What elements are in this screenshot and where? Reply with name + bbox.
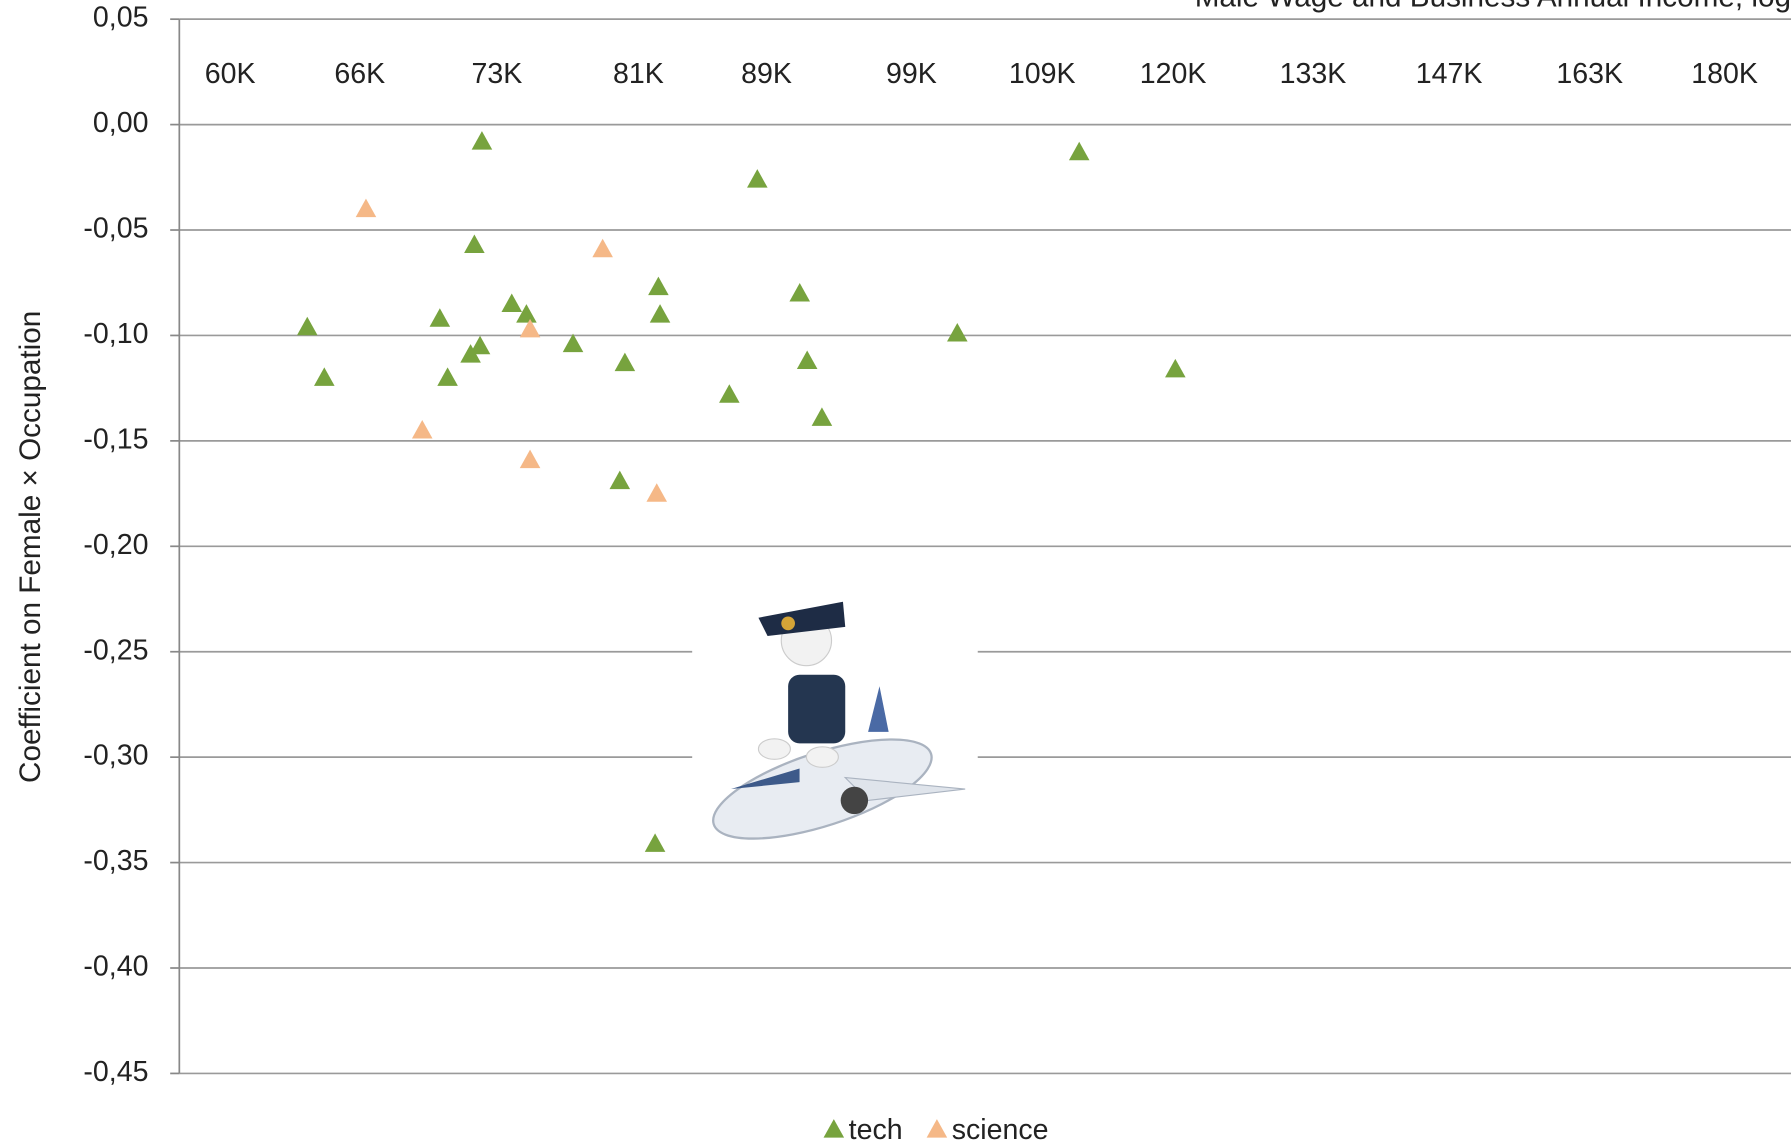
data-point — [789, 282, 811, 302]
data-point — [501, 293, 523, 313]
x-tick-label: 89K — [741, 58, 792, 90]
y-tick-label: 0,00 — [93, 107, 149, 139]
y-tick-label: -0,05 — [83, 213, 148, 245]
grid: 0,05 0,00 -0,05 -0,10 -0,15 -0,20 -0,25 -0,30 -0… — [83, 2, 1791, 1088]
data-point — [519, 318, 541, 338]
y-tick-label: -0,15 — [83, 423, 148, 455]
y-tick-label: -0,25 — [83, 634, 148, 666]
data-point — [796, 350, 818, 369]
x-tick-label: 99K — [886, 58, 937, 90]
y-tick-label: -0,10 — [83, 318, 148, 350]
data-point — [648, 276, 669, 296]
legend-label: tech — [849, 1114, 903, 1144]
data-point — [411, 420, 433, 439]
data-point — [296, 316, 318, 336]
data-point — [469, 335, 491, 355]
y-tick-label: -0,40 — [83, 951, 148, 983]
data-point — [516, 304, 537, 323]
data-point — [811, 407, 833, 426]
x-tick-label: 60K — [205, 58, 256, 90]
data-point — [562, 333, 584, 353]
x-tick-label: 120K — [1140, 58, 1207, 90]
data-point — [719, 384, 740, 403]
y-axis-title: Coefficient on Female × Occupation — [14, 311, 47, 783]
legend: tech science — [823, 1114, 1049, 1144]
data-point — [592, 238, 613, 258]
y-tick-label: 0,05 — [93, 2, 149, 34]
data-point — [1165, 358, 1186, 378]
x-tick-label: 109K — [1009, 58, 1076, 90]
data-point — [314, 367, 335, 386]
data-point — [644, 833, 666, 852]
x-tick-label: 66K — [334, 58, 385, 90]
x-tick-label: 73K — [472, 58, 523, 90]
x-tick-label: 81K — [613, 58, 664, 90]
y-tick-label: -0,30 — [83, 740, 148, 772]
data-point — [747, 169, 768, 188]
data-point — [471, 131, 493, 150]
data-point — [437, 367, 458, 386]
legend-label: science — [952, 1114, 1049, 1144]
y-tick-label: -0,20 — [83, 529, 148, 561]
marks — [296, 131, 1186, 852]
data-point — [519, 449, 541, 469]
data-point — [1068, 141, 1090, 161]
x-axis-title: Male Wage and Business Annual Income, lo… — [1195, 0, 1791, 13]
x-tick-label: 133K — [1280, 58, 1347, 90]
pilot-illustration — [692, 589, 978, 852]
y-tick-label: -0,35 — [83, 845, 148, 877]
legend-marker — [823, 1119, 845, 1138]
x-tick-label: 163K — [1556, 58, 1623, 90]
data-point — [609, 470, 631, 490]
x-tick-label: 147K — [1416, 58, 1483, 90]
legend-marker — [926, 1119, 948, 1138]
data-point — [355, 198, 377, 218]
data-point — [614, 352, 636, 372]
x-tick-label: 180K — [1691, 58, 1758, 90]
data-point — [947, 323, 968, 342]
data-point — [646, 483, 668, 502]
y-tick-label: -0,45 — [83, 1056, 148, 1088]
data-point — [464, 234, 485, 254]
data-point — [649, 304, 671, 323]
data-point — [429, 308, 451, 327]
